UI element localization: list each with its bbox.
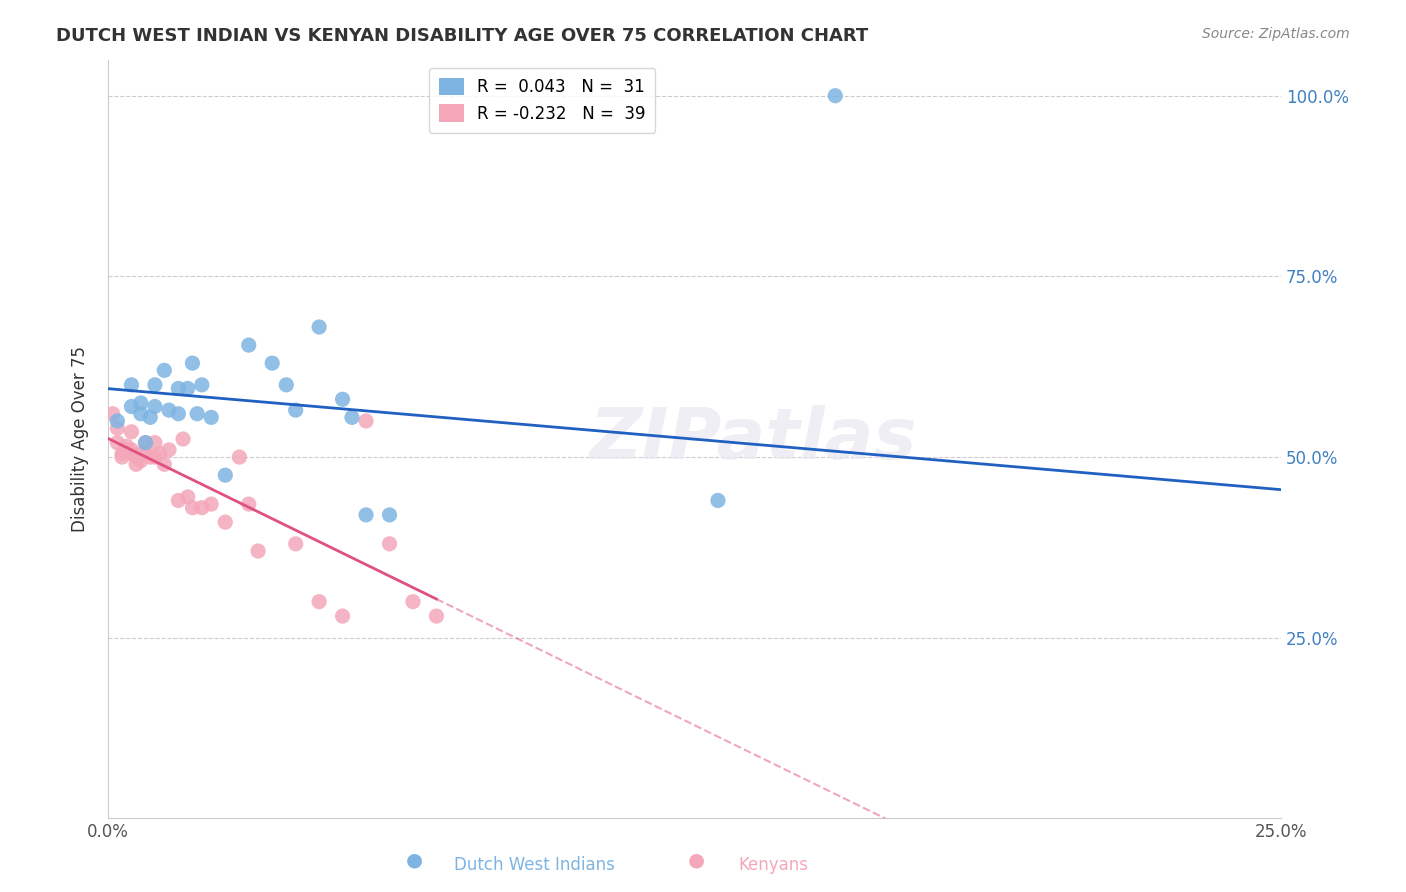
- Y-axis label: Disability Age Over 75: Disability Age Over 75: [72, 346, 89, 532]
- Point: [115, 439, 138, 453]
- Point: [276, 377, 298, 392]
- Point: [284, 403, 307, 417]
- Point: [191, 500, 214, 515]
- Legend: R =  0.043   N =  31, R = -0.232   N =  39: R = 0.043 N = 31, R = -0.232 N = 39: [429, 68, 655, 133]
- Point: [824, 88, 846, 103]
- Point: [101, 407, 124, 421]
- Point: [247, 544, 270, 558]
- Point: [167, 381, 190, 395]
- Text: DUTCH WEST INDIAN VS KENYAN DISABILITY AGE OVER 75 CORRELATION CHART: DUTCH WEST INDIAN VS KENYAN DISABILITY A…: [56, 27, 869, 45]
- Point: [120, 377, 142, 392]
- Point: [143, 400, 166, 414]
- Point: [200, 497, 222, 511]
- Point: [181, 356, 204, 370]
- Point: [238, 338, 260, 352]
- Point: [111, 450, 134, 464]
- Point: [125, 458, 148, 472]
- Point: [135, 435, 157, 450]
- Text: Source: ZipAtlas.com: Source: ZipAtlas.com: [1202, 27, 1350, 41]
- Point: [378, 508, 401, 522]
- Point: [120, 446, 142, 460]
- Point: [105, 414, 128, 428]
- Point: [172, 432, 194, 446]
- Point: [111, 446, 134, 460]
- Point: [214, 468, 236, 483]
- Point: [129, 396, 152, 410]
- Point: [332, 392, 354, 407]
- Point: [402, 594, 425, 608]
- Point: [120, 442, 142, 457]
- Point: [186, 407, 208, 421]
- Point: [129, 446, 152, 460]
- Point: [354, 414, 377, 428]
- Point: [177, 490, 200, 504]
- Text: Kenyans: Kenyans: [738, 856, 808, 874]
- Point: [143, 435, 166, 450]
- Point: [139, 450, 162, 464]
- Point: [378, 537, 401, 551]
- Point: [707, 493, 730, 508]
- Point: [354, 508, 377, 522]
- Point: [200, 410, 222, 425]
- Point: [284, 537, 307, 551]
- Point: [425, 609, 447, 624]
- Point: [129, 453, 152, 467]
- Point: [177, 381, 200, 395]
- Point: [262, 356, 284, 370]
- Point: [105, 435, 128, 450]
- Point: [167, 493, 190, 508]
- Point: [191, 377, 214, 392]
- Point: [340, 410, 363, 425]
- Point: [214, 515, 236, 529]
- Point: [120, 400, 142, 414]
- Point: [115, 442, 138, 457]
- Point: [143, 450, 166, 464]
- Text: Dutch West Indians: Dutch West Indians: [454, 856, 614, 874]
- Point: [120, 425, 142, 439]
- Point: [135, 435, 157, 450]
- Point: [143, 377, 166, 392]
- Point: [167, 407, 190, 421]
- Point: [139, 410, 162, 425]
- Point: [332, 609, 354, 624]
- Point: [105, 421, 128, 435]
- Point: [135, 446, 157, 460]
- Point: [308, 594, 330, 608]
- Point: [181, 500, 204, 515]
- Point: [308, 320, 330, 334]
- Point: [129, 407, 152, 421]
- Point: [238, 497, 260, 511]
- Point: [153, 363, 176, 377]
- Point: [157, 403, 180, 417]
- Point: [157, 442, 180, 457]
- Text: ZIPatlas: ZIPatlas: [589, 405, 917, 474]
- Point: [153, 458, 176, 472]
- Point: [149, 446, 172, 460]
- Text: ●: ●: [406, 851, 423, 870]
- Text: ●: ●: [688, 851, 704, 870]
- Point: [228, 450, 250, 464]
- Point: [125, 450, 148, 464]
